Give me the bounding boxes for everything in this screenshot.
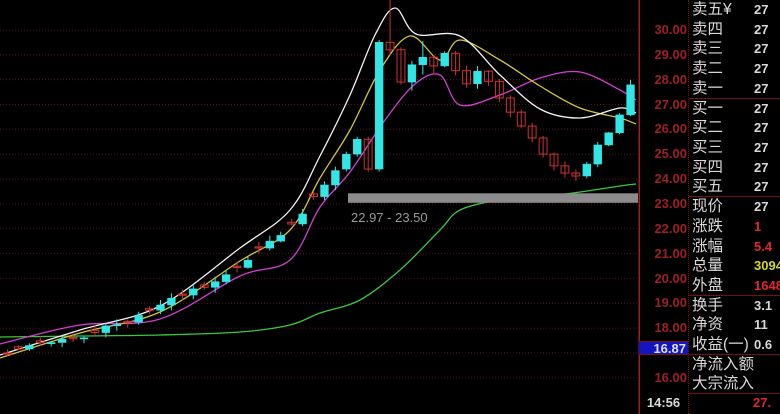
svg-text:22.97 - 23.50: 22.97 - 23.50 [351, 210, 428, 225]
